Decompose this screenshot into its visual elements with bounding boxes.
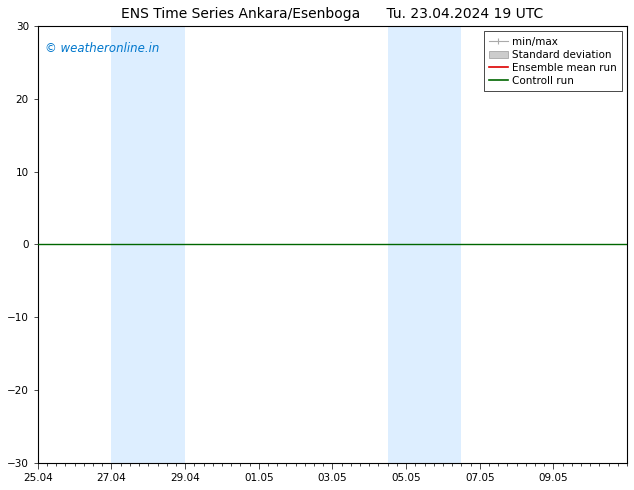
Title: ENS Time Series Ankara/Esenboga      Tu. 23.04.2024 19 UTC: ENS Time Series Ankara/Esenboga Tu. 23.0… [121,7,543,21]
Bar [387,26,462,463]
Legend: min/max, Standard deviation, Ensemble mean run, Controll run: min/max, Standard deviation, Ensemble me… [484,31,622,91]
Bar [112,26,185,463]
Text: © weatheronline.in: © weatheronline.in [45,42,159,54]
